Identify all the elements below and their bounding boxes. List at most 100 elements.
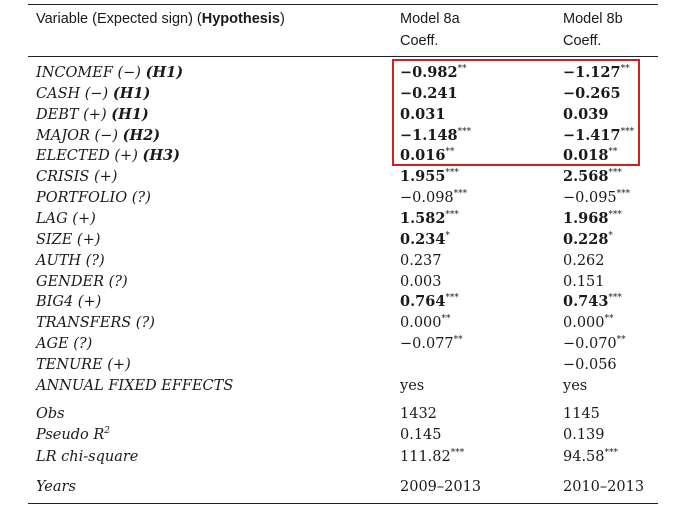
significance-stars: ** xyxy=(453,335,463,345)
model-8b-cell: −1.127** xyxy=(563,63,630,83)
variable-name: CASH (−) xyxy=(36,86,113,102)
model-8b-cell: 2.568*** xyxy=(563,167,622,187)
variable-name: ANNUAL FIXED EFFECTS xyxy=(36,378,234,394)
coefficient-value: 1432 xyxy=(400,406,437,422)
coefficient-value: −0.982 xyxy=(400,64,458,81)
significance-stars: *** xyxy=(445,168,459,178)
model-8b-stat: 1145 xyxy=(563,404,600,424)
hypothesis-tag: (H2) xyxy=(122,127,161,144)
variable-name: BIG4 (+) xyxy=(36,294,102,310)
coefficient-value: 0.228 xyxy=(563,231,609,248)
hypothesis-tag: (H1) xyxy=(145,64,184,81)
model-8b-cell: −0.070** xyxy=(563,334,626,354)
model-8b-years: 2010–2013 xyxy=(563,479,645,495)
coefficient-value: −0.056 xyxy=(563,357,617,373)
model-8b-cell: 0.000** xyxy=(563,313,614,333)
model-8a-stat: 111.82*** xyxy=(400,447,464,467)
coefficient-value: 1.582 xyxy=(400,210,446,227)
model-8b-cell: −1.417*** xyxy=(563,126,634,146)
significance-stars: ** xyxy=(604,314,614,324)
coefficient-value: −1.417 xyxy=(563,127,621,144)
coefficient-value: yes xyxy=(563,378,588,394)
coefficient-value: 1.955 xyxy=(400,168,446,185)
significance-stars: ** xyxy=(620,64,630,74)
significance-stars: *** xyxy=(616,189,631,199)
significance-stars: ** xyxy=(608,147,618,157)
significance-stars: * xyxy=(608,231,613,241)
variable-name: SIZE (+) xyxy=(36,232,101,248)
stat-name: Obs xyxy=(36,406,65,422)
stat-name: LR chi-square xyxy=(36,449,139,465)
hypothesis-tag: (H3) xyxy=(142,147,180,164)
table-bottom-rule xyxy=(28,503,658,504)
stat-name: Pseudo R xyxy=(36,427,105,443)
coefficient-value: 0.234 xyxy=(400,231,446,248)
significance-stars: *** xyxy=(604,448,619,458)
row-label: GENDER (?) xyxy=(36,272,128,292)
years-label: Years xyxy=(36,479,76,495)
coefficient-value: 0.764 xyxy=(400,293,446,310)
row-label: TENURE (+) xyxy=(36,355,131,375)
model-8a-cell: 1.955*** xyxy=(400,167,459,187)
coefficient-value: 2.568 xyxy=(563,168,609,185)
model-8b-cell: −0.265 xyxy=(563,84,621,104)
coefficient-value: 0.262 xyxy=(563,253,605,269)
variable-name: PORTFOLIO (?) xyxy=(36,190,151,206)
coefficient-value: 1145 xyxy=(563,406,600,422)
model-8b-cell: 0.151 xyxy=(563,272,605,292)
model-8b-cell: 0.228* xyxy=(563,230,613,250)
model-8b-cell: 0.262 xyxy=(563,251,605,271)
model-8a-cell: 0.031 xyxy=(400,105,445,125)
coefficient-value: 0.039 xyxy=(563,106,609,123)
variable-name: TENURE (+) xyxy=(36,357,131,373)
model-8a-cell: −0.982** xyxy=(400,63,467,83)
model-8b-cell: −0.056 xyxy=(563,355,617,375)
model-8a-cell: 0.764*** xyxy=(400,292,459,312)
coefficient-value: −0.241 xyxy=(400,85,458,102)
row-label: CRISIS (+) xyxy=(36,167,117,187)
significance-stars: * xyxy=(445,231,450,241)
row-label: BIG4 (+) xyxy=(36,292,101,312)
row-label: PORTFOLIO (?) xyxy=(36,188,151,208)
coefficient-value: 0.031 xyxy=(400,106,446,123)
coefficient-value: −0.095 xyxy=(563,190,617,206)
coefficient-value: 0.000 xyxy=(563,315,605,331)
variable-name: AUTH (?) xyxy=(36,253,105,269)
column-header-model-8b: Model 8b xyxy=(563,11,623,27)
row-label: DEBT (+) (H1) xyxy=(36,105,149,125)
column-header-model-8a: Model 8a xyxy=(400,11,460,27)
model-8b-cell: yes xyxy=(563,376,587,396)
variable-name: AGE (?) xyxy=(36,336,93,352)
row-label: MAJOR (−) (H2) xyxy=(36,126,160,146)
model-8a-cell: −0.098*** xyxy=(400,188,467,208)
stat-label: Pseudo R2 xyxy=(36,425,110,445)
coefficient-value: 94.58 xyxy=(563,449,605,465)
row-label: CASH (−) (H1) xyxy=(36,84,150,104)
header-hypothesis-text: Hypothesis xyxy=(201,11,280,27)
header-variable-suffix: ) xyxy=(279,11,285,27)
model-8a-cell: 0.237 xyxy=(400,251,442,271)
row-label: AGE (?) xyxy=(36,334,92,354)
model-8a-cell: yes xyxy=(400,376,424,396)
model-8a-years: 2009–2013 xyxy=(400,479,482,495)
coefficient-value: 0.000 xyxy=(400,315,442,331)
coefficient-value: 0.016 xyxy=(400,147,446,164)
variable-name: DEBT (+) xyxy=(36,107,112,123)
coefficient-value: −1.127 xyxy=(563,64,621,81)
significance-stars: *** xyxy=(620,127,635,137)
model-8a-cell: 0.234* xyxy=(400,230,450,250)
significance-stars: *** xyxy=(608,168,622,178)
model-8b-cell: 0.743*** xyxy=(563,292,622,312)
coefficient-value: 0.139 xyxy=(563,427,605,443)
coefficient-value: 1.968 xyxy=(563,210,609,227)
model-8b-cell: −0.095*** xyxy=(563,188,630,208)
variable-name: INCOMEF (−) xyxy=(36,65,146,81)
significance-stars: *** xyxy=(457,127,472,137)
model-8a-cell: 0.016** xyxy=(400,146,454,166)
coefficient-value: 0.743 xyxy=(563,293,609,310)
model-8b-cell: 1.968*** xyxy=(563,209,622,229)
variable-name: MAJOR (−) xyxy=(36,128,123,144)
coefficient-value: 0.145 xyxy=(400,427,442,443)
coefficient-value: 0.003 xyxy=(400,274,442,290)
significance-stars: ** xyxy=(441,314,451,324)
